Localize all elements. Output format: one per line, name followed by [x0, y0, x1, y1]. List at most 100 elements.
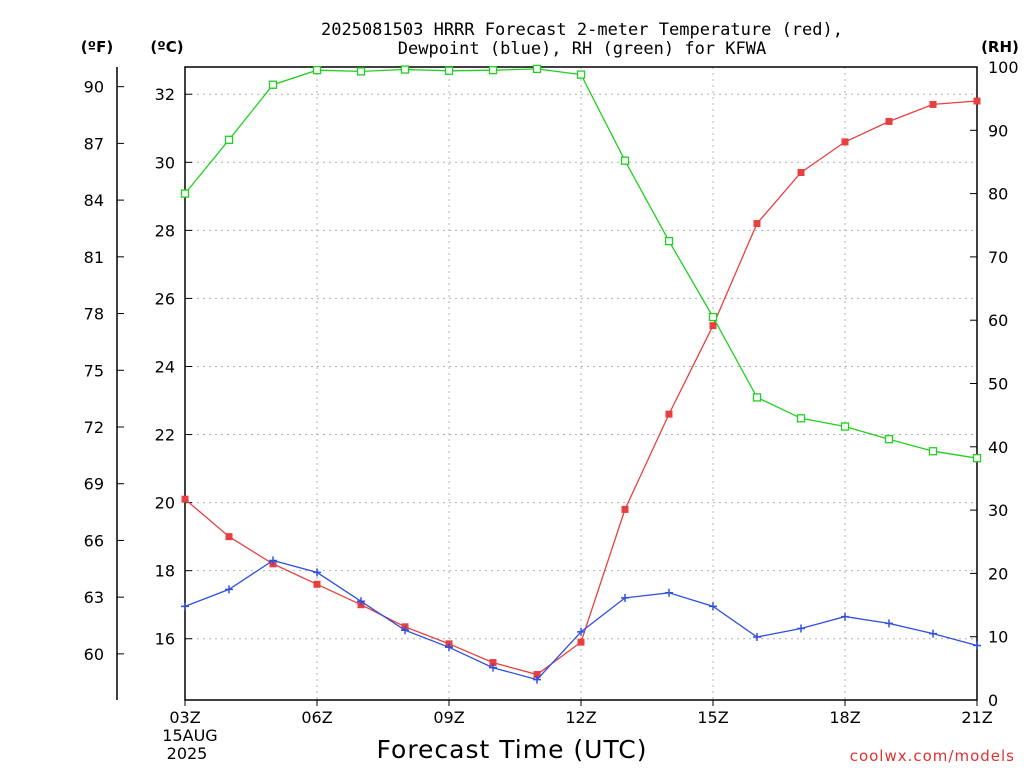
x-tick-label: 03Z — [169, 708, 200, 727]
celsius-tick-label: 16 — [155, 630, 175, 649]
rh-point — [928, 447, 938, 456]
fahrenheit-tick-label: 72 — [84, 418, 104, 437]
temperature-point — [621, 505, 629, 513]
celsius-tick-label: 22 — [155, 426, 175, 445]
fahrenheit-tick-label: 69 — [84, 475, 104, 494]
x-tick-label: 06Z — [301, 708, 332, 727]
dewpoint-point — [885, 619, 893, 628]
fahrenheit-tick-label: 63 — [84, 588, 104, 607]
rh-point — [840, 422, 850, 431]
celsius-tick-label: 24 — [155, 357, 175, 376]
dewpoint-point — [797, 624, 805, 633]
fahrenheit-tick-label: 60 — [84, 645, 104, 664]
fahrenheit-tick-label: 75 — [84, 361, 104, 380]
rh-tick-label: 100 — [988, 58, 1019, 77]
celsius-tick-label: 28 — [155, 221, 175, 240]
x-tick-label: 21Z — [961, 708, 992, 727]
rh-tick-label: 10 — [988, 628, 1008, 647]
rh-point — [972, 454, 982, 463]
rh-tick-label: 90 — [988, 121, 1008, 140]
dewpoint-point — [753, 633, 761, 642]
celsius-tick-label: 20 — [155, 494, 175, 513]
dewpoint-point — [357, 597, 365, 606]
rh-point — [312, 66, 322, 75]
celsius-tick-label: 18 — [155, 562, 175, 581]
rh-point — [532, 64, 542, 74]
rh-tick-label: 60 — [988, 311, 1008, 330]
rh-point — [400, 65, 410, 74]
rh-point — [224, 135, 234, 144]
temperature-point — [841, 138, 849, 146]
grid — [185, 67, 977, 700]
dewpoint-point — [841, 612, 849, 621]
chart-title-line1: 2025081503 HRRR Forecast 2-meter Tempera… — [321, 20, 843, 40]
rh-tick-label: 20 — [988, 564, 1008, 583]
rh-point — [708, 312, 718, 322]
rh-point — [180, 189, 190, 198]
dewpoint-point — [709, 602, 717, 611]
rh-tick-label: 0 — [988, 691, 998, 710]
site-credit: coolwx.com/models — [850, 747, 1015, 765]
temperature-point — [797, 169, 805, 176]
tick-labels: 03Z 06Z 09Z 12Z 15Z 18Z 21Z 16 18 20 22 24 26 28 30 32 6… — [84, 58, 1019, 727]
dewpoint-point — [973, 641, 981, 650]
chart-title-line2: Dewpoint (blue), RH (green) for KFWA — [398, 39, 766, 59]
rh-tick-label: 50 — [988, 375, 1008, 394]
celsius-tick-label: 32 — [155, 85, 175, 104]
temperature-point — [929, 100, 937, 108]
rh-point — [752, 393, 762, 402]
dewpoint-point — [269, 556, 277, 565]
temperature-point — [225, 533, 233, 541]
rh-unit-label: (RH) — [981, 38, 1019, 56]
rh-point — [796, 414, 806, 423]
rh-point — [576, 70, 586, 79]
temperature-point — [489, 659, 497, 667]
rh-tick-label: 80 — [988, 185, 1008, 204]
fahrenheit-unit-label: (ºF) — [81, 38, 113, 56]
fahrenheit-tick-label: 66 — [84, 531, 104, 550]
rh-point — [884, 435, 894, 444]
rh-tick-label: 30 — [988, 501, 1008, 520]
celsius-tick-label: 30 — [155, 153, 175, 172]
fahrenheit-tick-label: 84 — [84, 191, 104, 210]
temperature-point — [973, 97, 981, 105]
celsius-unit-label: (ºC) — [150, 38, 183, 56]
temperature-point — [753, 220, 761, 228]
rh-point — [488, 66, 498, 75]
temperature-point — [181, 495, 189, 503]
fahrenheit-tick-label: 90 — [84, 78, 104, 97]
x-tick-label: 09Z — [433, 708, 464, 727]
temperature-point — [533, 670, 541, 678]
rh-tick-label: 70 — [988, 248, 1008, 267]
x-tick-label: 15Z — [697, 708, 728, 727]
date-label-year: 2025 — [167, 744, 208, 763]
rh-tick-label: 40 — [988, 438, 1008, 457]
x-tick-label: 12Z — [565, 708, 596, 727]
dewpoint-point — [313, 568, 321, 577]
dewpoint-point — [665, 588, 673, 597]
temperature-point — [577, 638, 585, 646]
temperature-point — [313, 580, 321, 588]
dewpoint-point — [401, 626, 409, 635]
temperature-point — [885, 117, 893, 125]
rh-point — [268, 80, 278, 89]
fahrenheit-tick-label: 81 — [84, 248, 104, 267]
date-label-day: 15AUG — [162, 726, 217, 745]
dewpoint-point — [577, 627, 585, 636]
x-axis-title: Forecast Time (UTC) — [377, 735, 648, 764]
dewpoint-point — [929, 629, 937, 638]
rh-point — [664, 236, 674, 246]
rh-point — [444, 66, 454, 75]
celsius-tick-label: 26 — [155, 289, 175, 308]
rh-point — [620, 156, 630, 165]
temperature-point — [709, 322, 717, 330]
dewpoint-point — [621, 593, 629, 602]
dewpoint-point — [533, 675, 541, 684]
dewpoint-point — [489, 663, 497, 672]
dewpoint-point — [445, 643, 453, 652]
rh-point — [356, 67, 366, 76]
dewpoint-point — [225, 585, 233, 594]
x-tick-label: 18Z — [829, 708, 860, 727]
fahrenheit-tick-label: 78 — [84, 305, 104, 324]
